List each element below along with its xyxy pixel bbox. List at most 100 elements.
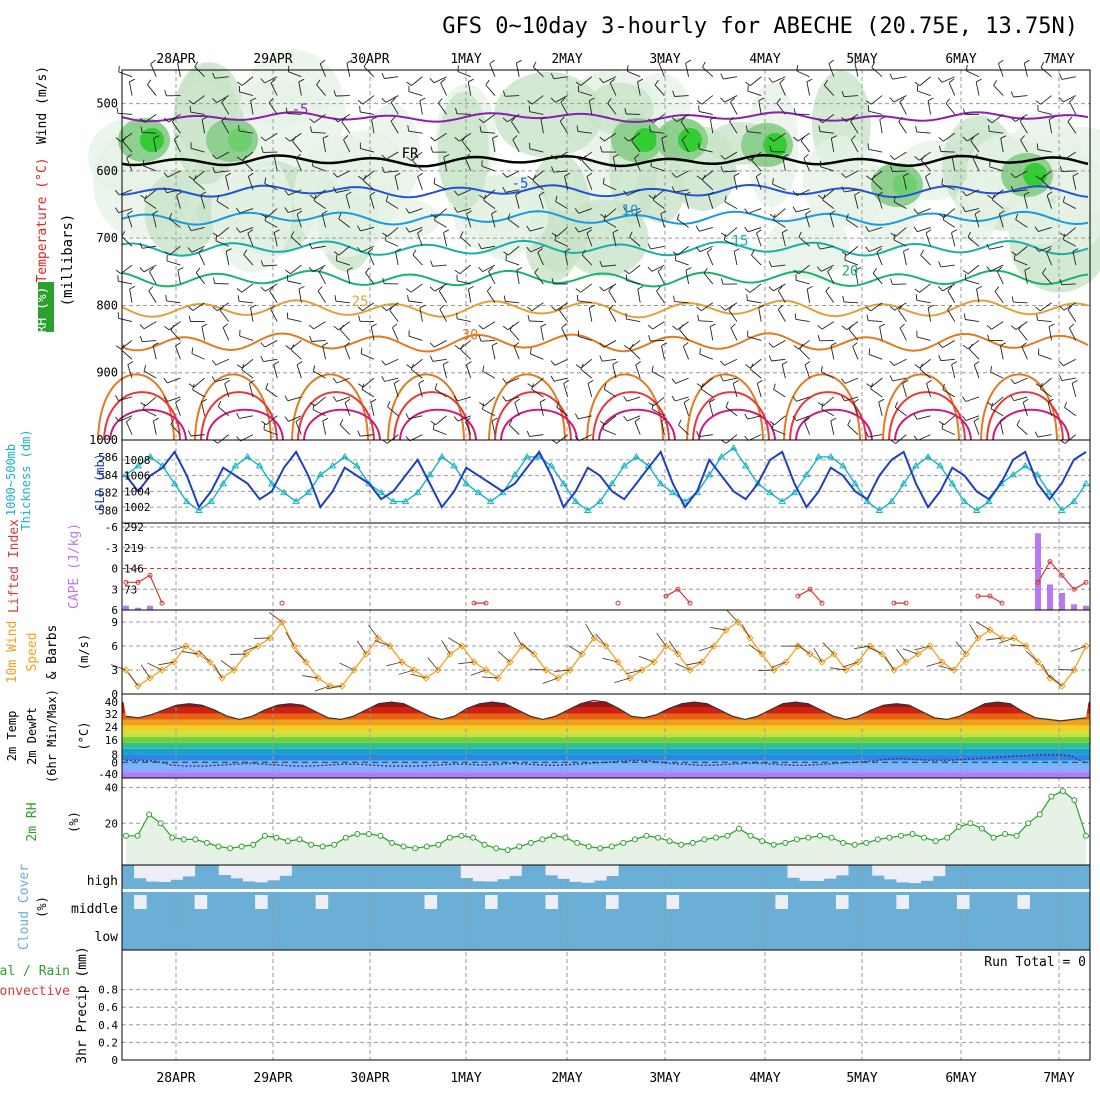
- upper-wind-barb-flag: [969, 344, 972, 349]
- upper-wind-barb-flag: [895, 402, 897, 408]
- precip-tick: 0.4: [98, 1019, 118, 1032]
- rh-point: [158, 821, 163, 826]
- upper-wind-barb-flag: [829, 60, 834, 64]
- upper-wind-barb-flag: [285, 417, 289, 422]
- upper-wind-barb-flag: [531, 348, 532, 354]
- upper-wind-barb: [468, 289, 470, 303]
- upper-wind-barb: [893, 77, 907, 79]
- upper-wind-barb: [1038, 355, 1051, 360]
- upper-wind-barb: [725, 303, 737, 311]
- upper-wind-barb-flag: [382, 73, 384, 79]
- rh-point: [494, 846, 499, 851]
- upper-wind-barb: [807, 82, 810, 96]
- surface-temp-contour: [883, 374, 959, 440]
- upper-wind-barb: [701, 389, 713, 397]
- upper-wind-barb-flag: [431, 421, 436, 424]
- upper-wind-barb-flag: [1037, 314, 1038, 320]
- upper-wind-barb: [434, 430, 447, 435]
- upper-wind-barb-flag: [974, 418, 979, 422]
- upper-wind-barb: [917, 416, 931, 420]
- upper-wind-barb-flag: [624, 416, 628, 421]
- upper-wind-barb-flag: [166, 295, 167, 301]
- upper-wind-barb-flag: [360, 106, 361, 112]
- upper-wind-barb: [871, 96, 882, 105]
- surface-wind-barb: [896, 649, 906, 662]
- slp-tick: 1008: [124, 454, 151, 467]
- upper-wind-barb: [871, 378, 882, 387]
- surface-wind-barb: [442, 640, 450, 654]
- upper-wind-barb: [609, 291, 616, 303]
- upper-wind-barb: [900, 102, 907, 114]
- upper-wind-barb-flag: [143, 160, 144, 166]
- day-label-top: 4MAY: [749, 52, 780, 67]
- upper-wind-barb: [340, 425, 350, 435]
- upper-wind-barb: [952, 233, 955, 247]
- upper-wind-barb-flag: [1023, 399, 1028, 402]
- upper-wind-barb-flag: [468, 286, 473, 289]
- upper-wind-barb: [650, 340, 664, 341]
- upper-wind-barb: [944, 416, 955, 425]
- upper-wind-barb: [559, 310, 567, 321]
- cape-tick: 146: [124, 563, 144, 576]
- upper-wind-barb: [392, 328, 398, 341]
- upper-wind-barb: [941, 359, 955, 360]
- upper-wind-barb-flag: [928, 98, 933, 101]
- upper-wind-barb-flag: [710, 324, 715, 327]
- rh-point: [968, 821, 973, 826]
- day-label-bottom: 3MAY: [649, 1071, 680, 1086]
- upper-wind-barb-flag: [657, 287, 661, 292]
- upper-wind-barb: [390, 310, 398, 321]
- rh-point: [690, 840, 695, 845]
- upper-wind-barb: [481, 340, 495, 341]
- upper-wind-barb: [917, 300, 931, 302]
- upper-wind-barb: [823, 397, 834, 406]
- cloud-mid-gap: [255, 895, 268, 909]
- temp-unit-label: (°C): [77, 722, 91, 751]
- upper-wind-barb: [774, 390, 786, 397]
- upper-wind-barb: [848, 425, 858, 435]
- upper-wind-barb: [1062, 171, 1076, 172]
- upper-wind-barb: [443, 365, 446, 379]
- upper-wind-barb: [751, 255, 761, 265]
- upper-wind-barb: [966, 71, 979, 77]
- upper-wind-barb: [1072, 383, 1076, 397]
- surface-wind-barb: [970, 624, 979, 638]
- upper-wind-barb-flag: [503, 326, 508, 330]
- upper-wind-barb-flag: [891, 279, 893, 285]
- rh-point: [945, 835, 950, 840]
- cloud-high-gap: [546, 865, 559, 875]
- rh-point: [644, 833, 649, 838]
- upper-wind-barb: [723, 77, 737, 79]
- cape-bar: [123, 606, 129, 610]
- upper-wind-barb-flag: [635, 418, 640, 422]
- upper-wind-barb-flag: [503, 378, 507, 383]
- upper-wind-barb: [167, 301, 181, 303]
- upper-wind-barb-flag: [1000, 343, 1005, 346]
- rh-point: [285, 839, 290, 844]
- upper-wind-barb-flag: [869, 348, 870, 354]
- upper-wind-barb: [458, 72, 471, 77]
- upper-wind-barb: [364, 67, 374, 77]
- upper-wind-barb: [748, 416, 762, 419]
- pressure-unit-label: (millibars): [60, 214, 76, 307]
- cloud-high-gap: [219, 865, 232, 875]
- upper-wind-barb-flag: [600, 356, 602, 362]
- upper-wind-barb: [371, 327, 374, 341]
- upper-wind-barb-flag: [697, 307, 702, 311]
- upper-wind-barb-flag: [382, 376, 385, 381]
- upper-wind-barb-flag: [636, 362, 641, 365]
- upper-wind-barb: [457, 319, 471, 322]
- upper-wind-barb: [750, 369, 761, 378]
- wind-panel-label-a: 10m Wind: [5, 621, 20, 684]
- upper-wind-barb: [917, 91, 930, 96]
- upper-wind-barb-flag: [818, 325, 822, 329]
- upper-wind-barb: [704, 273, 713, 284]
- upper-wind-barb-flag: [434, 424, 435, 430]
- upper-wind-barb-flag: [576, 289, 581, 293]
- upper-wind-barb: [486, 85, 495, 96]
- upper-wind-barb-flag: [576, 365, 581, 369]
- rh-point: [632, 837, 637, 842]
- cloud-panel-label: Cloud Cover: [17, 864, 32, 950]
- upper-wind-barb: [707, 252, 713, 265]
